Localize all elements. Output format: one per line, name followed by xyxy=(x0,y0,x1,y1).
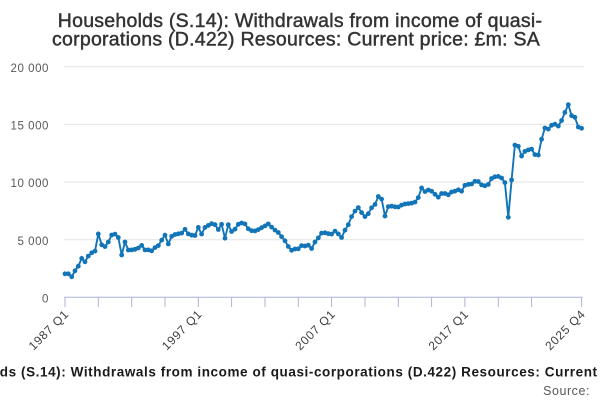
svg-text:10 000: 10 000 xyxy=(11,178,49,190)
svg-text:15 000: 15 000 xyxy=(11,121,49,133)
svg-text:Households (S.14): Withdrawals: Households (S.14): Withdrawals from inco… xyxy=(0,364,600,379)
svg-text:Source:: Source: xyxy=(543,384,590,398)
svg-text:Households (S.14): Withdrawals: Households (S.14): Withdrawals from inco… xyxy=(58,10,542,32)
svg-text:0: 0 xyxy=(42,294,49,306)
svg-text:20 000: 20 000 xyxy=(11,63,49,75)
svg-text:5 000: 5 000 xyxy=(17,236,49,248)
svg-text:corporations (D.422) Resources: corporations (D.422) Resources: Current … xyxy=(52,29,540,51)
